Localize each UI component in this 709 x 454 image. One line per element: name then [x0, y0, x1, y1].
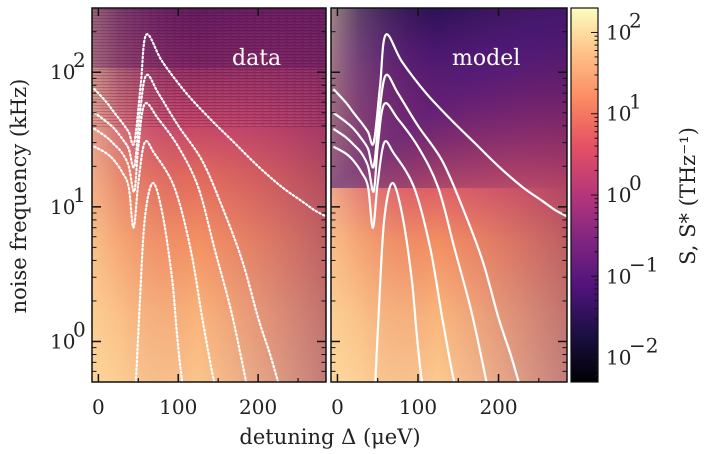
data-contour-1: [93, 73, 280, 382]
colorbar-tick-label-1: 10: [606, 264, 631, 288]
y-tick-exponent-1: 1: [73, 183, 86, 207]
y-tick-label-0: 10: [50, 329, 75, 353]
colorbar-tick-label-0: 10: [606, 346, 631, 370]
colorbar-tick-exponent-4: 2: [629, 8, 642, 32]
panel-model: model: [330, 7, 568, 383]
x-tick-label-p0-1: 100: [159, 395, 197, 419]
data-contour-0: [93, 33, 326, 218]
colorbar-tick-label-3: 10: [606, 102, 631, 126]
x-tick-label-p1-0: 0: [331, 395, 344, 419]
colorbar-tick-exponent-3: 1: [629, 90, 642, 114]
model-contours: [332, 33, 567, 382]
model-contour-0: [332, 33, 567, 218]
x-axis-label: detuning Δ (μeV): [239, 425, 420, 449]
data-contour-4: [134, 181, 184, 382]
colorbar-tick-exponent-2: 0: [629, 171, 642, 195]
colorbar-tick-label-4: 10: [606, 20, 631, 44]
y-axis-label: noise frequency (kHz): [7, 79, 31, 314]
data-contour-2: [93, 102, 248, 382]
x-tick-label-p0-2: 200: [239, 395, 277, 419]
model-contour-3: [332, 140, 456, 382]
colorbar-label: S, S* (THz⁻¹): [676, 127, 700, 265]
model-contour-1: [332, 73, 520, 382]
model-contour-2: [332, 102, 488, 382]
x-tick-label-p1-1: 100: [399, 395, 437, 419]
panel-label-model: model: [452, 46, 520, 71]
colorbar-tick-label-2: 10: [606, 183, 631, 207]
data-contour-3: [93, 140, 216, 382]
colorbar-tick-exponent-1: −1: [629, 252, 658, 276]
colorbar-tick-exponent-0: −2: [629, 334, 658, 358]
panel-label-data: data: [232, 46, 281, 71]
panel-data: data: [91, 7, 327, 383]
y-tick-exponent-2: 2: [73, 48, 86, 72]
x-tick-label-p1-2: 200: [479, 395, 517, 419]
x-tick-label-p0-0: 0: [92, 395, 105, 419]
data-contours: [93, 33, 326, 382]
y-tick-label-1: 10: [50, 195, 75, 219]
y-tick-label-2: 10: [50, 60, 75, 84]
model-contour-4: [374, 182, 424, 382]
y-tick-exponent-0: 0: [73, 317, 86, 341]
